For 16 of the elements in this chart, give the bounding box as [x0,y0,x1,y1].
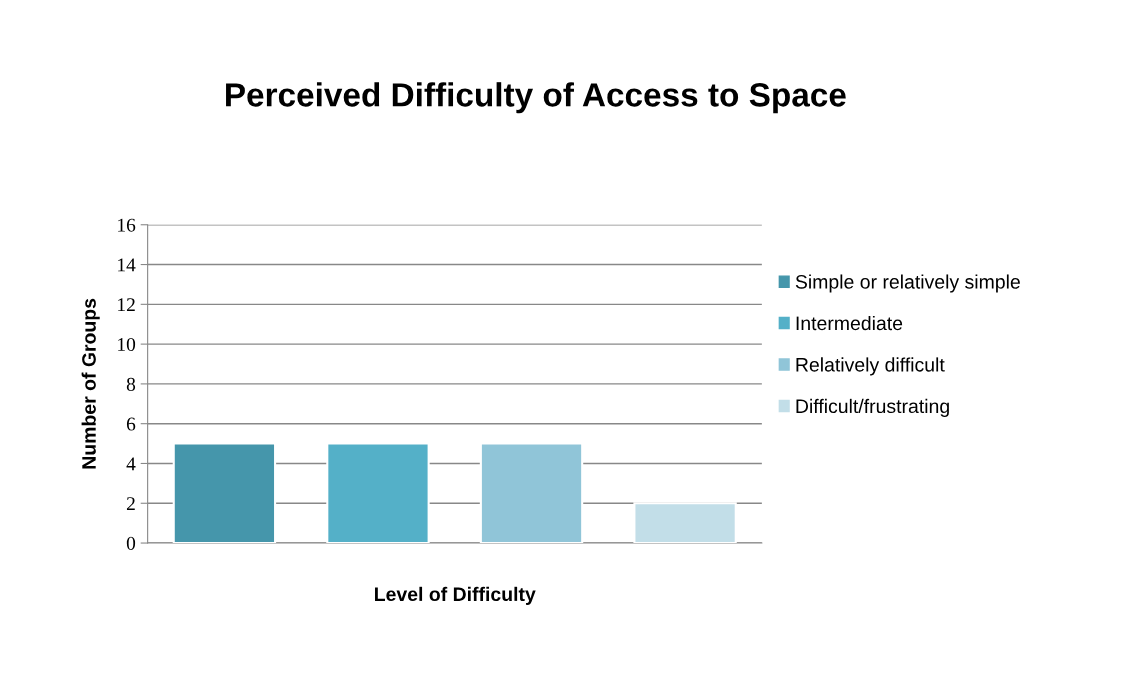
chart-title: Perceived Difficulty of Access to Space [226,82,846,114]
y-tick-label: 10 [118,337,136,352]
legend-label: Difficult/frustrating [796,398,949,417]
legend-label: Intermediate [796,315,903,331]
y-tick-label: 0 [126,536,136,550]
y-tick-label: 8 [126,377,136,391]
y-tick-label: 6 [126,417,136,431]
y-tick-label: 16 [118,218,136,232]
legend-label: Relatively difficult [796,357,945,376]
x-axis-title: Level of Difficulty [375,586,536,605]
y-tick-label: 2 [126,497,135,510]
legend-label: Simple or relatively simple [795,274,1020,293]
y-tick-label: 4 [126,457,136,471]
y-tick-label: 12 [118,298,135,312]
y-axis-title: Number of Groups [81,298,100,469]
y-tick-label: 14 [118,258,136,272]
